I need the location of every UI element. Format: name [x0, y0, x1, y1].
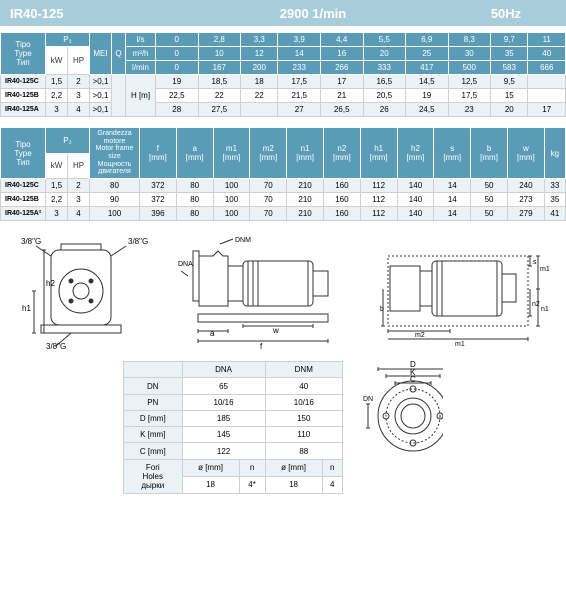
- table-row: IR40-125B2,23>0,122,5222221,52120,51917,…: [1, 89, 566, 103]
- p2-header2: P₂: [46, 128, 90, 154]
- svg-text:DNM: DNM: [235, 237, 251, 244]
- kw-header: kW: [46, 47, 68, 75]
- svg-text:C: C: [410, 375, 416, 384]
- svg-text:f: f: [260, 342, 263, 351]
- svg-text:h1: h1: [22, 304, 31, 313]
- unit-lmin: l/min: [126, 61, 156, 75]
- svg-text:m1: m1: [540, 266, 550, 273]
- svg-text:n2: n2: [532, 301, 540, 308]
- rpm-label: 2900 1/min: [180, 6, 446, 21]
- svg-text:n1: n1: [541, 306, 549, 313]
- svg-text:3/8"G: 3/8"G: [46, 342, 66, 351]
- table-row: PN10/1610/16: [124, 394, 343, 410]
- svg-text:m2: m2: [415, 332, 425, 339]
- table-row: C [mm]12288: [124, 443, 343, 459]
- unit-m3h: m³/h: [126, 47, 156, 61]
- unit-ls: l/s: [126, 33, 156, 47]
- table-row: IR40-125B2,23903728010070210160112140145…: [1, 193, 566, 207]
- dimensions-table: Tipo Type Тип P₂ Grandezza motore Motor …: [0, 127, 566, 221]
- svg-text:3/8"G: 3/8"G: [128, 237, 148, 246]
- page-header: IR40-125 2900 1/min 50Hz: [0, 0, 566, 26]
- svg-text:h2: h2: [46, 279, 55, 288]
- table-row: IR40-125C1,52>0,1H [m]1918,51817,51716,5…: [1, 75, 566, 89]
- diagrams-row: 3/8"G 3/8"G 3/8"G h1 h2 DNM DNA a f w: [0, 236, 566, 351]
- hz-label: 50Hz: [446, 6, 566, 21]
- table-row: DN6540: [124, 378, 343, 394]
- table-row: IR40-125A²341003968010070210160112140145…: [1, 207, 566, 221]
- flange-table: DNADNM DN6540PN10/1610/16D [mm]185150K […: [123, 361, 343, 494]
- table-row: IR40-125C1,52803728010070210160112140145…: [1, 179, 566, 193]
- svg-text:DN: DN: [363, 396, 373, 403]
- svg-text:w: w: [272, 326, 279, 335]
- pump-side-diagram: DNM DNA a f w: [178, 236, 368, 351]
- flange-diagram: D K C DN: [363, 361, 443, 461]
- table-row: K [mm]145110: [124, 427, 343, 443]
- model-title: IR40-125: [0, 6, 180, 21]
- svg-text:3/8"G: 3/8"G: [21, 237, 41, 246]
- pump-top-diagram: s m1 n2 n1 m2 m1 b: [380, 236, 550, 351]
- mei-header: MEI: [90, 33, 112, 75]
- performance-table: Tipo Type Тип P₂ MEI Q l/s 02,83,33,94,4…: [0, 32, 566, 117]
- svg-text:DNA: DNA: [178, 261, 193, 268]
- svg-text:b: b: [380, 306, 384, 313]
- q-header: Q: [112, 33, 126, 75]
- hp-header: HP: [68, 47, 90, 75]
- pump-front-diagram: 3/8"G 3/8"G 3/8"G h1 h2: [16, 236, 166, 351]
- table-row: D [mm]185150: [124, 410, 343, 426]
- svg-text:s: s: [533, 259, 537, 266]
- svg-text:m1: m1: [455, 341, 465, 348]
- type-header2: Tipo Type Тип: [1, 128, 46, 179]
- type-header: Tipo Type Тип: [1, 33, 46, 75]
- frame-header: Grandezza motore Motor frame size Мощнос…: [90, 128, 140, 179]
- p2-header: P₂: [46, 33, 90, 47]
- table-row: IR40-125A34>0,12827,52726,52624,5232017: [1, 103, 566, 117]
- svg-text:a: a: [210, 329, 215, 338]
